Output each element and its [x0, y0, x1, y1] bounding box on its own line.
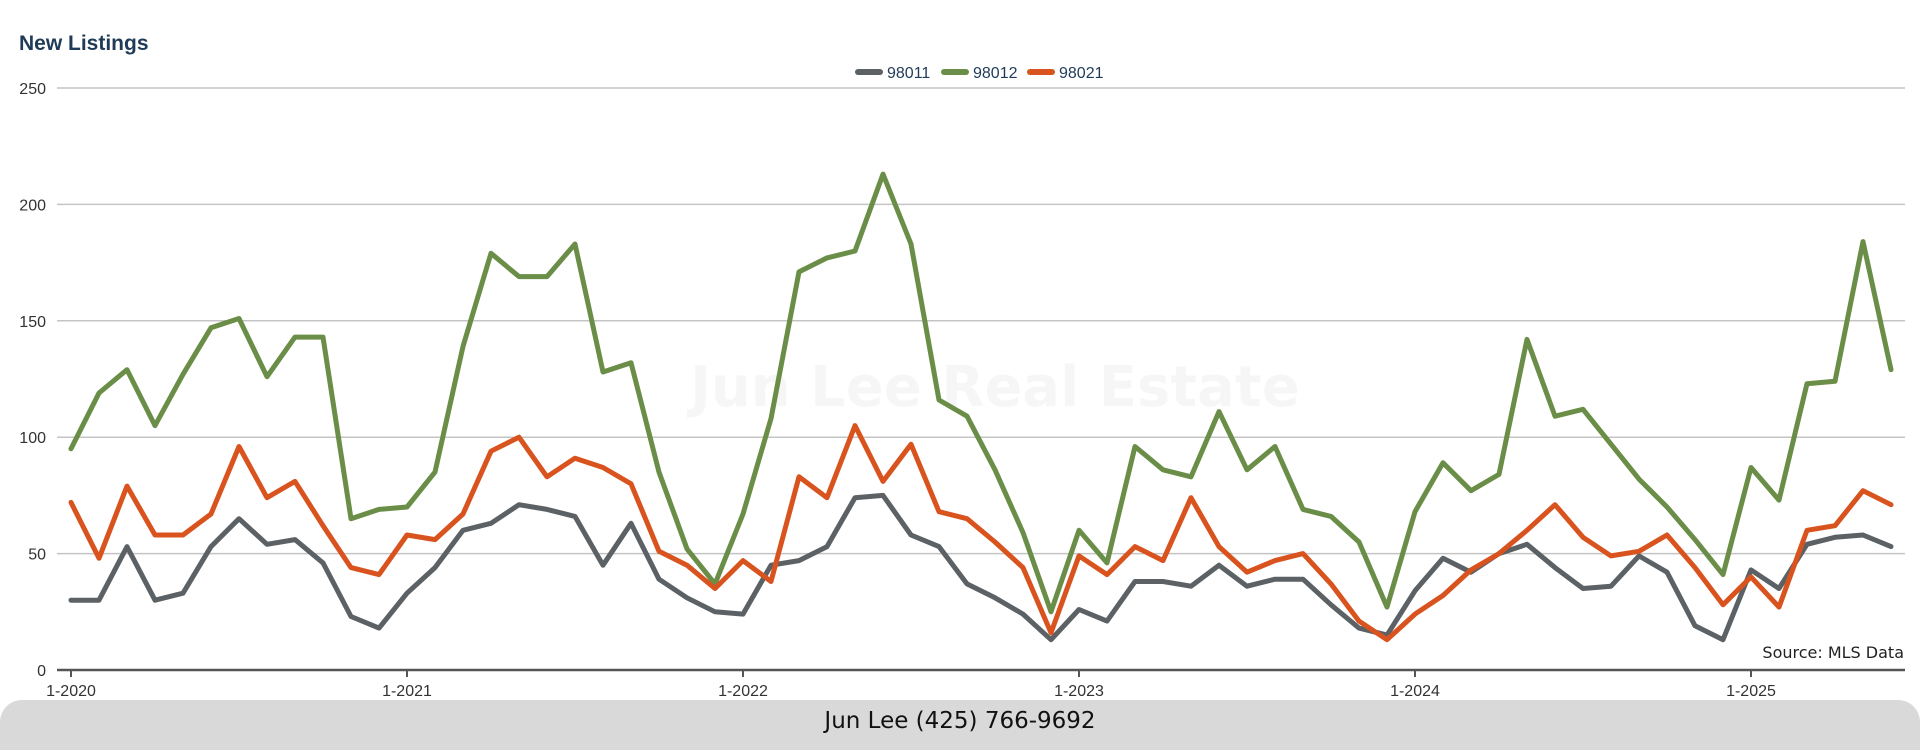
series-lines [68, 171, 1894, 643]
x-tick-label: 1-2021 [382, 683, 432, 700]
x-axis-ticks: 1-2020 1-2021 1-2022 1-2023 1-2024 1-2025 [46, 670, 1776, 700]
legend-item-98012: 98012 [941, 65, 1018, 82]
legend: 98011 98012 98021 [855, 65, 1104, 82]
line-chart: 0 50 100 150 200 250 1-2020 1-2021 1-2022 1-2023… [19, 65, 1905, 700]
legend-label: 98021 [1059, 65, 1104, 82]
y-tick-label: 150 [19, 314, 46, 331]
chart-title: New Listings [19, 32, 149, 55]
legend-label: 98012 [973, 65, 1018, 82]
y-axis-ticks: 0 50 100 150 200 250 [19, 81, 46, 680]
gridlines [57, 87, 1905, 672]
y-tick-label: 250 [19, 81, 46, 98]
series-line-98012 [68, 171, 1894, 615]
y-tick-label: 50 [28, 547, 46, 564]
y-tick-label: 0 [37, 663, 46, 680]
footer-bar [0, 700, 1920, 750]
x-tick-label: 1-2020 [46, 683, 96, 700]
x-tick-label: 1-2023 [1054, 683, 1104, 700]
x-tick-label: 1-2024 [1390, 683, 1440, 700]
source-note: Source: MLS Data [1762, 643, 1904, 662]
legend-item-98021: 98021 [1027, 65, 1104, 82]
series-line-98011 [68, 492, 1894, 643]
legend-item-98011: 98011 [855, 65, 930, 82]
footer-contact: Jun Lee (425) 766-9692 [824, 708, 1096, 734]
x-tick-label: 1-2022 [718, 683, 768, 700]
legend-label: 98011 [887, 65, 930, 82]
y-tick-label: 100 [19, 430, 46, 447]
series-line-98021 [68, 423, 1894, 643]
y-tick-label: 200 [19, 197, 46, 214]
x-tick-label: 1-2025 [1726, 683, 1776, 700]
